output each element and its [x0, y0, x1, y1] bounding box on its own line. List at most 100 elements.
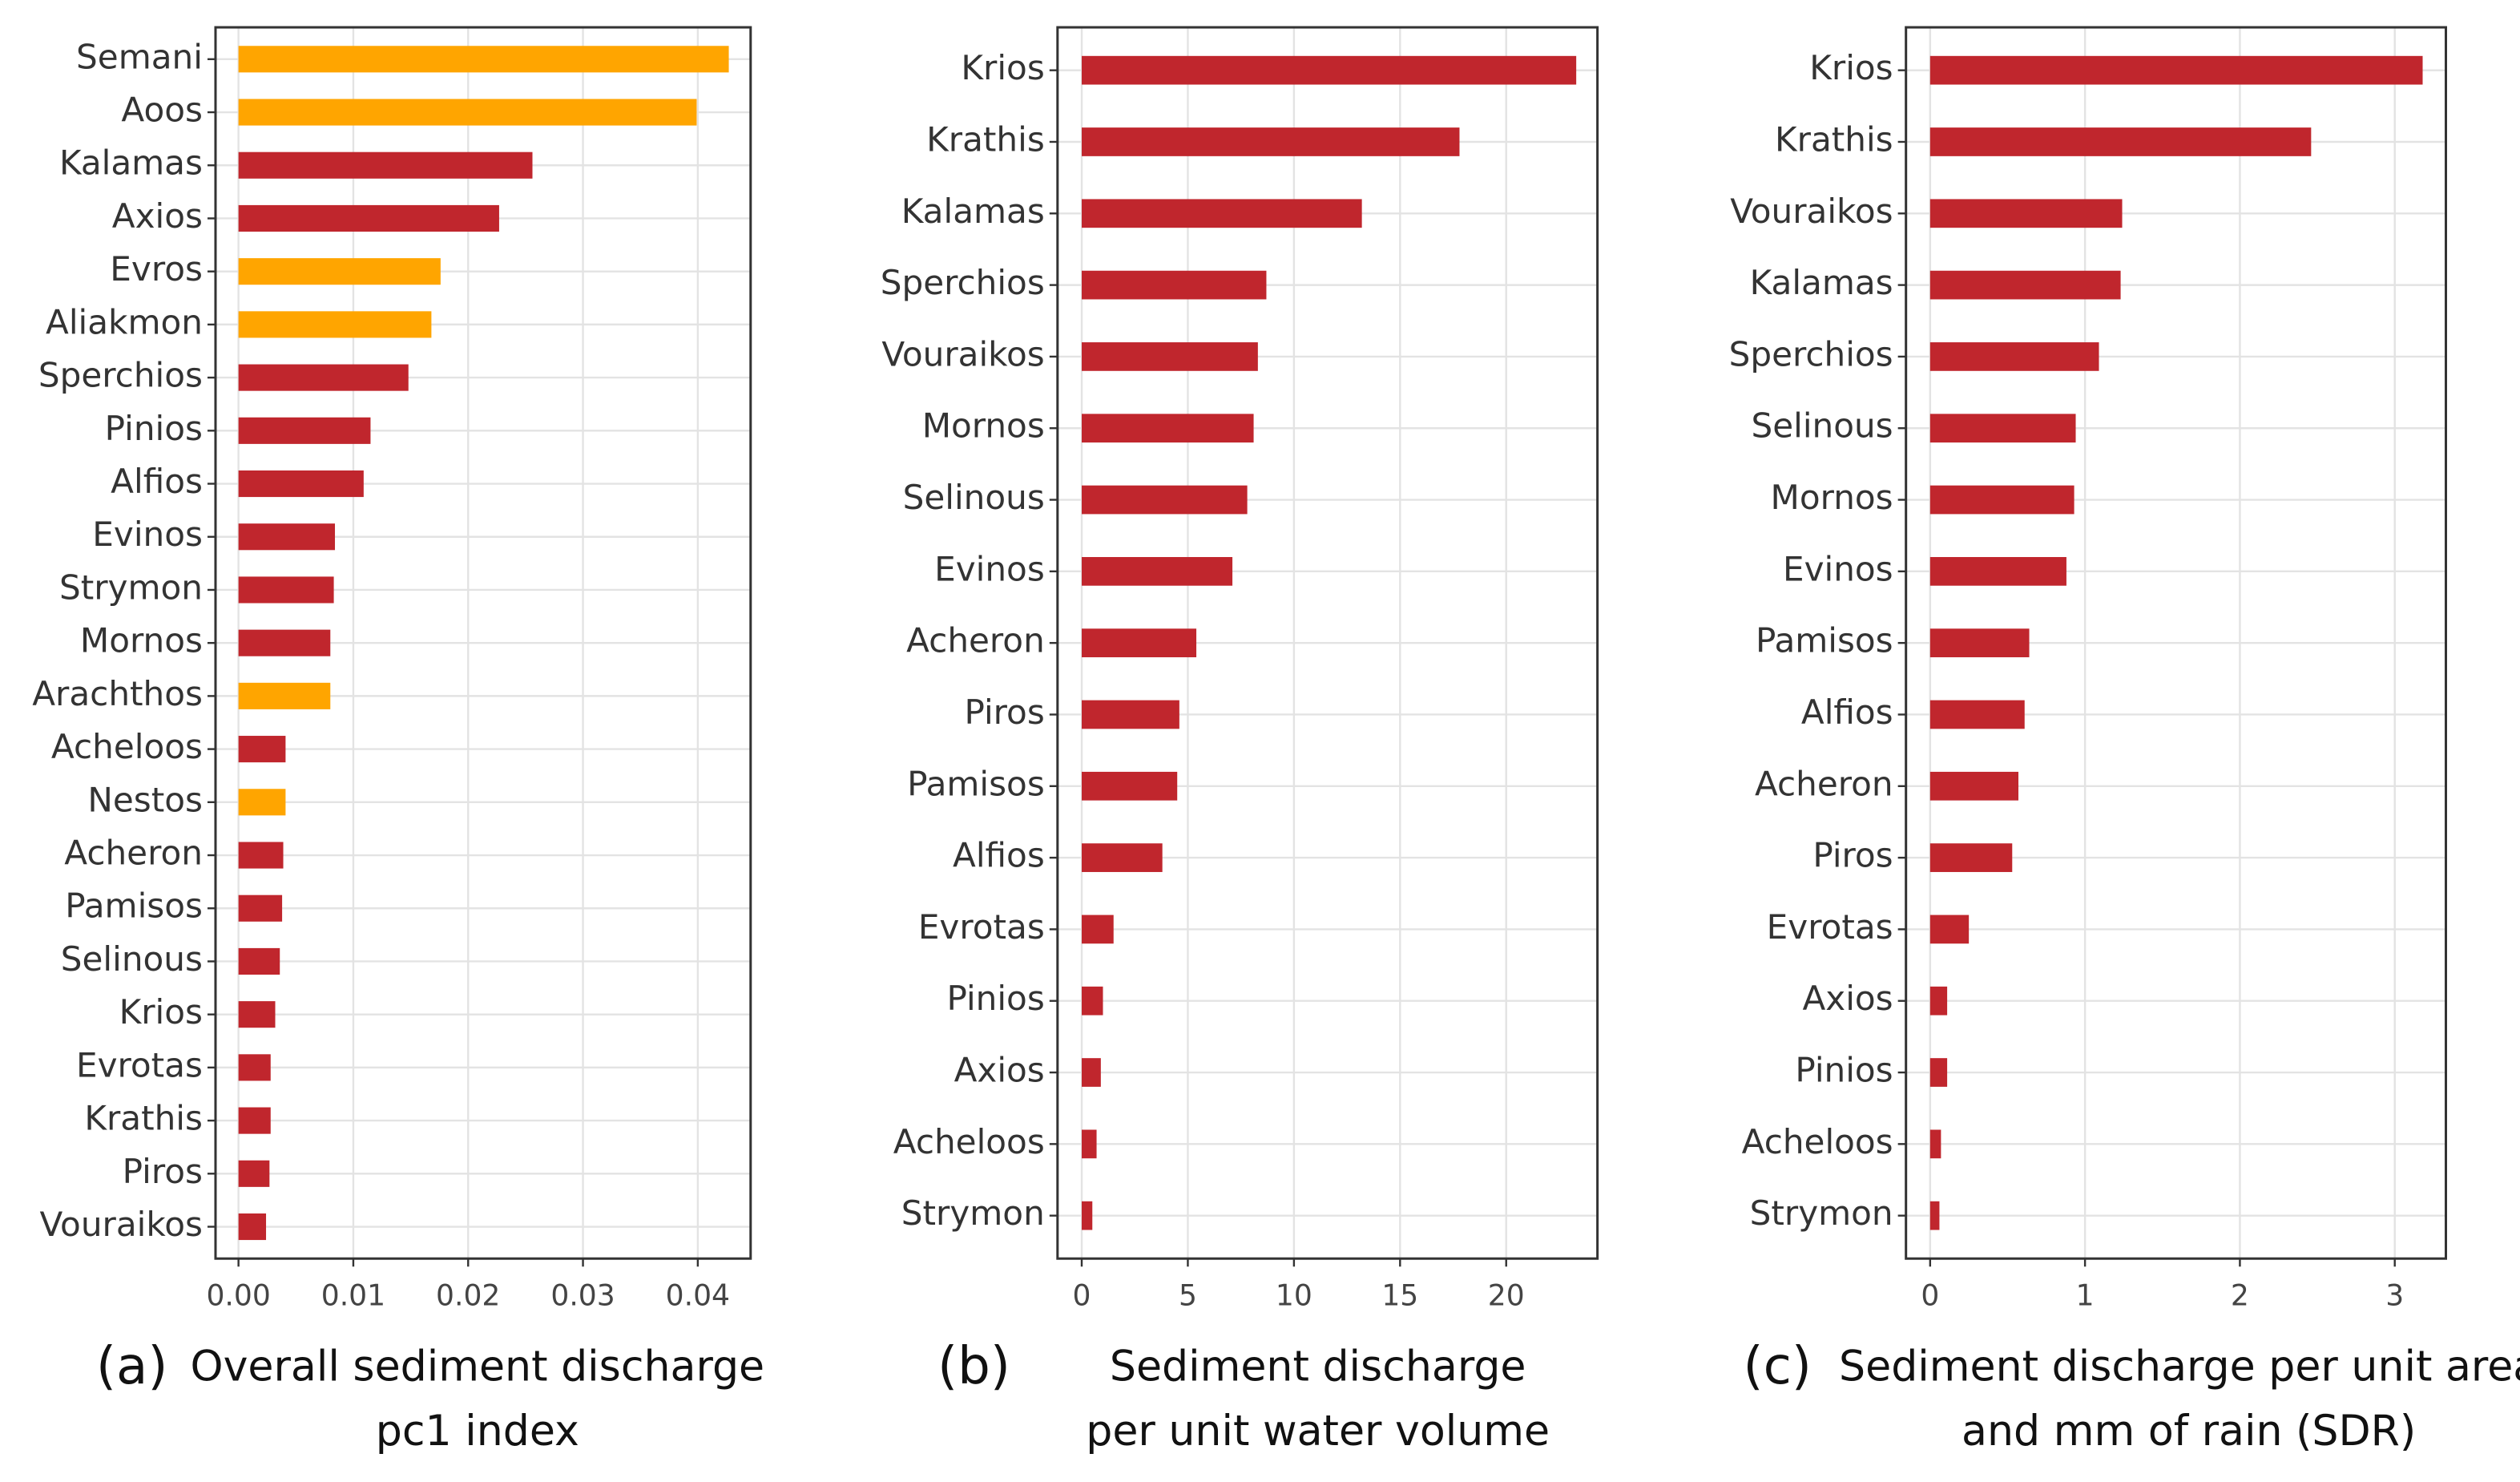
panel-label: (c)	[1744, 1336, 1812, 1396]
x-tick-label: 0.03	[550, 1278, 615, 1312]
bar	[238, 1160, 270, 1187]
y-tick-label: Strymon	[901, 1193, 1045, 1233]
y-tick-label: Evrotas	[918, 907, 1045, 947]
bar	[1929, 771, 2019, 801]
bar	[238, 842, 284, 869]
y-tick-label: Piros	[123, 1152, 203, 1191]
y-tick-label: Mornos	[80, 621, 203, 660]
plot-border	[1905, 26, 2448, 1260]
y-tick-label: Krathis	[1775, 119, 1893, 159]
bar	[1082, 414, 1254, 443]
x-tick-label: 0.01	[321, 1278, 385, 1312]
y-tick-label: Mornos	[922, 406, 1045, 446]
y-tick-label: Pamisos	[65, 886, 203, 926]
bar	[1082, 915, 1114, 944]
y-tick-label: Acheloos	[1742, 1122, 1893, 1161]
bar	[1929, 700, 2025, 729]
y-tick-label: Alfios	[1801, 693, 1893, 732]
x-axis-label: per unit water volume	[1086, 1407, 1550, 1456]
y-tick-label: Pinios	[105, 409, 203, 448]
bar	[238, 311, 432, 338]
bar	[1082, 199, 1362, 228]
y-tick-label: Axios	[112, 196, 203, 236]
y-tick-label: Selinous	[61, 939, 203, 979]
bar	[1082, 986, 1103, 1016]
bar	[238, 258, 441, 285]
bar	[238, 46, 729, 73]
x-tick-label: 0	[1921, 1278, 1939, 1312]
y-tick-label: Alfios	[111, 462, 203, 501]
bar	[238, 470, 364, 498]
bar	[1082, 843, 1163, 872]
y-tick-label: Sperchios	[881, 263, 1045, 302]
x-axis-label: and mm of rain (SDR)	[1962, 1407, 2416, 1456]
bar	[1929, 199, 2123, 228]
y-tick-label: Strymon	[1750, 1193, 1893, 1233]
y-tick-label: Pamisos	[907, 764, 1045, 803]
bar	[1082, 771, 1178, 801]
y-tick-label: Sperchios	[38, 356, 203, 395]
y-tick-label: Mornos	[1771, 478, 1893, 517]
x-axis-label: Sediment discharge	[1110, 1343, 1526, 1391]
bar	[238, 736, 286, 763]
bar	[238, 364, 409, 391]
bar	[1929, 414, 2076, 443]
bar	[1929, 843, 2013, 872]
y-tick-label: Acheloos	[51, 727, 203, 766]
bar	[1082, 1058, 1101, 1087]
y-tick-label: Acheloos	[893, 1122, 1045, 1161]
y-tick-label: Selinous	[903, 478, 1045, 517]
bar	[1082, 270, 1267, 300]
y-tick-label: Pinios	[947, 979, 1045, 1018]
x-axis-label: Sediment discharge per unit area	[1839, 1343, 2520, 1391]
x-tick-label: 20	[1488, 1278, 1525, 1312]
bar	[1082, 628, 1197, 658]
y-tick-label: Pamisos	[1756, 621, 1893, 660]
y-tick-label: Vouraikos	[881, 334, 1044, 374]
y-tick-label: Aoos	[121, 91, 203, 130]
bar	[238, 99, 697, 126]
y-tick-label: Semani	[76, 37, 203, 76]
bar	[238, 1213, 267, 1241]
y-tick-label: Sperchios	[1729, 334, 1893, 374]
bar	[1929, 1201, 1940, 1230]
y-tick-label: Evinos	[92, 515, 203, 554]
bar	[1082, 556, 1233, 586]
x-tick-label: 3	[2385, 1278, 2404, 1312]
y-tick-label: Kalamas	[59, 143, 203, 183]
y-tick-label: Evinos	[934, 549, 1045, 588]
y-tick-label: Evrotas	[1767, 907, 1893, 947]
bar	[1929, 986, 1948, 1016]
bar	[238, 576, 334, 604]
y-tick-label: Arachthos	[32, 674, 203, 713]
x-tick-label: 1	[2076, 1278, 2095, 1312]
bar	[1929, 342, 2099, 371]
y-tick-label: Kalamas	[1750, 263, 1893, 302]
y-tick-label: Acheron	[64, 834, 203, 873]
bar	[238, 682, 331, 709]
y-tick-label: Krios	[961, 48, 1044, 87]
y-tick-label: Acheron	[1755, 764, 1893, 803]
y-tick-label: Evros	[110, 249, 203, 289]
bar	[1082, 127, 1460, 156]
x-axis-label: Overall sediment discharge	[191, 1343, 765, 1391]
bar	[1929, 556, 2066, 586]
plot-border	[1056, 26, 1599, 1260]
bar	[238, 1107, 271, 1134]
y-tick-label: Acheron	[906, 621, 1045, 660]
panel-label: (b)	[937, 1336, 1010, 1396]
bar	[238, 1054, 271, 1081]
bar	[1082, 1129, 1097, 1159]
x-tick-label: 15	[1381, 1278, 1418, 1312]
y-tick-label: Nestos	[87, 780, 203, 819]
bar	[238, 523, 336, 551]
bar	[1929, 270, 2121, 300]
y-tick-label: Vouraikos	[1730, 192, 1893, 231]
bar	[1082, 700, 1179, 729]
panel-label: (a)	[96, 1336, 167, 1396]
plot-border	[214, 26, 752, 1260]
bar	[1929, 127, 2312, 156]
bar	[238, 894, 283, 922]
x-tick-label: 0.00	[206, 1278, 270, 1312]
